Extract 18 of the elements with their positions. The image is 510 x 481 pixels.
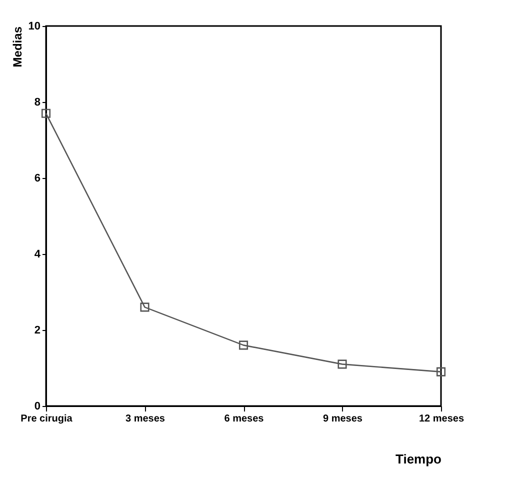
x-tick-label: 3 meses — [126, 414, 166, 424]
x-tick-label: 9 meses — [323, 414, 363, 424]
y-axis-title: Medias — [10, 26, 24, 68]
y-tick-label: 4 — [34, 248, 42, 260]
x-tick-label: Pre cirugia — [20, 414, 73, 424]
y-tick-label: 10 — [28, 20, 40, 32]
y-tick-label: 6 — [34, 172, 40, 184]
point — [436, 367, 446, 376]
y-tick-label: 8 — [34, 96, 40, 108]
y-tick-label: 2 — [34, 324, 40, 336]
point — [338, 360, 347, 369]
point — [140, 302, 150, 312]
x-axis-title: Tiempo — [396, 452, 442, 466]
point — [238, 340, 248, 350]
x-tick-label: 6 meses — [224, 414, 264, 424]
x-tick-label: 12 meses — [418, 414, 464, 424]
point — [41, 108, 51, 118]
y-tick-label: 0 — [34, 400, 40, 412]
